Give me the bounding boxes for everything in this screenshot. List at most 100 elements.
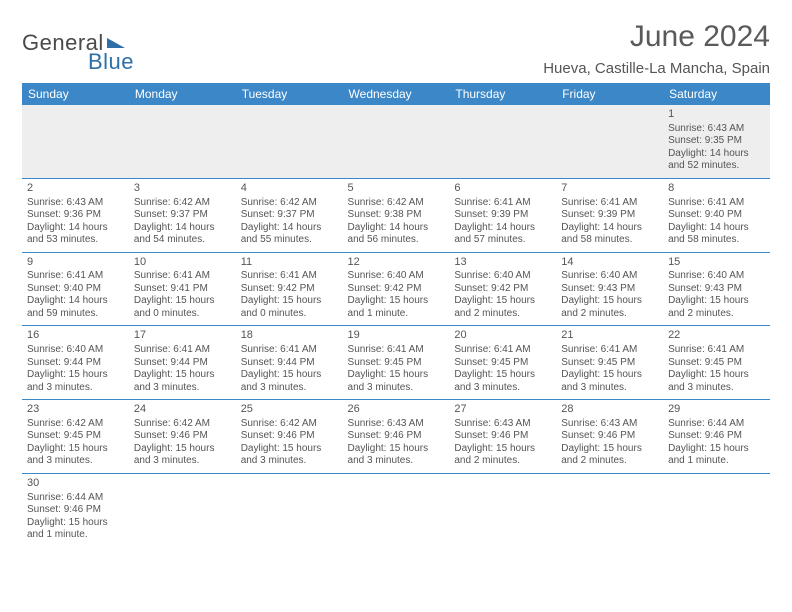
day-info-line: Sunset: 9:37 PM	[241, 209, 338, 222]
day-info-line: Sunset: 9:43 PM	[561, 283, 658, 296]
day-number: 26	[348, 403, 445, 417]
day-info-line: Daylight: 15 hours	[668, 295, 765, 308]
day-header-row: Sunday Monday Tuesday Wednesday Thursday…	[22, 83, 770, 105]
day-info-line: and 2 minutes.	[561, 455, 658, 468]
day-info-line: and 58 minutes.	[561, 234, 658, 247]
day-number: 18	[241, 329, 338, 343]
day-info-line: and 3 minutes.	[348, 382, 445, 395]
day-number: 22	[668, 329, 765, 343]
day-info-line: Daylight: 14 hours	[241, 222, 338, 235]
day-info-line: and 3 minutes.	[27, 455, 124, 468]
day-cell	[556, 473, 663, 546]
day-info-line: Sunrise: 6:40 AM	[348, 270, 445, 283]
day-cell: 11Sunrise: 6:41 AMSunset: 9:42 PMDayligh…	[236, 252, 343, 326]
day-info-line: Daylight: 14 hours	[27, 222, 124, 235]
day-cell: 29Sunrise: 6:44 AMSunset: 9:46 PMDayligh…	[663, 400, 770, 474]
day-number: 7	[561, 182, 658, 196]
day-info-line: Sunrise: 6:43 AM	[454, 418, 551, 431]
day-info-line: and 2 minutes.	[668, 308, 765, 321]
day-info-line: Daylight: 15 hours	[348, 369, 445, 382]
day-cell: 22Sunrise: 6:41 AMSunset: 9:45 PMDayligh…	[663, 326, 770, 400]
day-info-line: Sunrise: 6:41 AM	[668, 197, 765, 210]
day-cell: 17Sunrise: 6:41 AMSunset: 9:44 PMDayligh…	[129, 326, 236, 400]
day-info-line: Sunset: 9:45 PM	[454, 357, 551, 370]
day-info-line: Daylight: 15 hours	[27, 443, 124, 456]
day-cell	[236, 105, 343, 178]
day-info-line: Sunset: 9:39 PM	[454, 209, 551, 222]
day-info-line: and 0 minutes.	[134, 308, 231, 321]
day-number: 20	[454, 329, 551, 343]
day-cell	[343, 105, 450, 178]
day-info-line: Daylight: 14 hours	[668, 148, 765, 161]
day-info-line: Sunset: 9:44 PM	[27, 357, 124, 370]
day-info-line: Sunrise: 6:41 AM	[561, 344, 658, 357]
day-number: 4	[241, 182, 338, 196]
day-number: 19	[348, 329, 445, 343]
day-info-line: Daylight: 15 hours	[348, 295, 445, 308]
day-cell: 21Sunrise: 6:41 AMSunset: 9:45 PMDayligh…	[556, 326, 663, 400]
day-info-line: Daylight: 15 hours	[561, 369, 658, 382]
day-cell: 9Sunrise: 6:41 AMSunset: 9:40 PMDaylight…	[22, 252, 129, 326]
day-cell: 2Sunrise: 6:43 AMSunset: 9:36 PMDaylight…	[22, 178, 129, 252]
day-number: 3	[134, 182, 231, 196]
day-info-line: Sunrise: 6:40 AM	[668, 270, 765, 283]
day-info-line: and 0 minutes.	[241, 308, 338, 321]
day-cell: 5Sunrise: 6:42 AMSunset: 9:38 PMDaylight…	[343, 178, 450, 252]
day-info-line: Sunrise: 6:43 AM	[561, 418, 658, 431]
day-cell: 20Sunrise: 6:41 AMSunset: 9:45 PMDayligh…	[449, 326, 556, 400]
week-row: 30Sunrise: 6:44 AMSunset: 9:46 PMDayligh…	[22, 473, 770, 546]
day-info-line: Daylight: 15 hours	[27, 369, 124, 382]
day-info-line: and 2 minutes.	[454, 455, 551, 468]
day-cell: 19Sunrise: 6:41 AMSunset: 9:45 PMDayligh…	[343, 326, 450, 400]
day-info-line: and 3 minutes.	[454, 382, 551, 395]
logo-text-blue: Blue	[88, 49, 134, 75]
day-number: 15	[668, 256, 765, 270]
day-cell	[556, 105, 663, 178]
location-subtitle: Hueva, Castille-La Mancha, Spain	[543, 60, 770, 77]
day-cell: 24Sunrise: 6:42 AMSunset: 9:46 PMDayligh…	[129, 400, 236, 474]
day-info-line: Sunrise: 6:41 AM	[134, 270, 231, 283]
day-cell: 4Sunrise: 6:42 AMSunset: 9:37 PMDaylight…	[236, 178, 343, 252]
day-info-line: Daylight: 14 hours	[27, 295, 124, 308]
day-info-line: Sunset: 9:38 PM	[348, 209, 445, 222]
day-cell: 27Sunrise: 6:43 AMSunset: 9:46 PMDayligh…	[449, 400, 556, 474]
day-info-line: Sunrise: 6:44 AM	[668, 418, 765, 431]
day-info-line: Sunset: 9:44 PM	[134, 357, 231, 370]
day-info-line: Sunset: 9:46 PM	[348, 430, 445, 443]
day-info-line: and 3 minutes.	[241, 382, 338, 395]
day-info-line: Sunrise: 6:40 AM	[27, 344, 124, 357]
day-cell: 13Sunrise: 6:40 AMSunset: 9:42 PMDayligh…	[449, 252, 556, 326]
day-info-line: Sunrise: 6:41 AM	[241, 270, 338, 283]
day-cell: 25Sunrise: 6:42 AMSunset: 9:46 PMDayligh…	[236, 400, 343, 474]
day-info-line: Daylight: 15 hours	[241, 443, 338, 456]
day-number: 29	[668, 403, 765, 417]
day-info-line: Sunrise: 6:42 AM	[241, 197, 338, 210]
day-info-line: Daylight: 15 hours	[668, 443, 765, 456]
day-info-line: Daylight: 15 hours	[134, 295, 231, 308]
day-number: 2	[27, 182, 124, 196]
day-info-line: Sunset: 9:41 PM	[134, 283, 231, 296]
day-number: 27	[454, 403, 551, 417]
day-info-line: Daylight: 14 hours	[561, 222, 658, 235]
title-block: June 2024 Hueva, Castille-La Mancha, Spa…	[543, 20, 770, 77]
day-number: 28	[561, 403, 658, 417]
day-number: 12	[348, 256, 445, 270]
day-info-line: Daylight: 15 hours	[561, 443, 658, 456]
day-header: Thursday	[449, 83, 556, 105]
day-info-line: Daylight: 14 hours	[668, 222, 765, 235]
day-cell: 8Sunrise: 6:41 AMSunset: 9:40 PMDaylight…	[663, 178, 770, 252]
day-header: Friday	[556, 83, 663, 105]
day-info-line: Sunset: 9:46 PM	[27, 504, 124, 517]
day-cell: 3Sunrise: 6:42 AMSunset: 9:37 PMDaylight…	[129, 178, 236, 252]
day-cell: 12Sunrise: 6:40 AMSunset: 9:42 PMDayligh…	[343, 252, 450, 326]
day-info-line: Sunset: 9:35 PM	[668, 135, 765, 148]
day-info-line: Sunset: 9:46 PM	[668, 430, 765, 443]
day-header: Wednesday	[343, 83, 450, 105]
day-info-line: Sunset: 9:42 PM	[348, 283, 445, 296]
day-info-line: Sunset: 9:44 PM	[241, 357, 338, 370]
day-info-line: Sunrise: 6:41 AM	[27, 270, 124, 283]
day-info-line: Daylight: 14 hours	[134, 222, 231, 235]
day-info-line: Sunset: 9:42 PM	[454, 283, 551, 296]
day-info-line: Daylight: 15 hours	[27, 517, 124, 530]
day-info-line: Sunrise: 6:41 AM	[134, 344, 231, 357]
